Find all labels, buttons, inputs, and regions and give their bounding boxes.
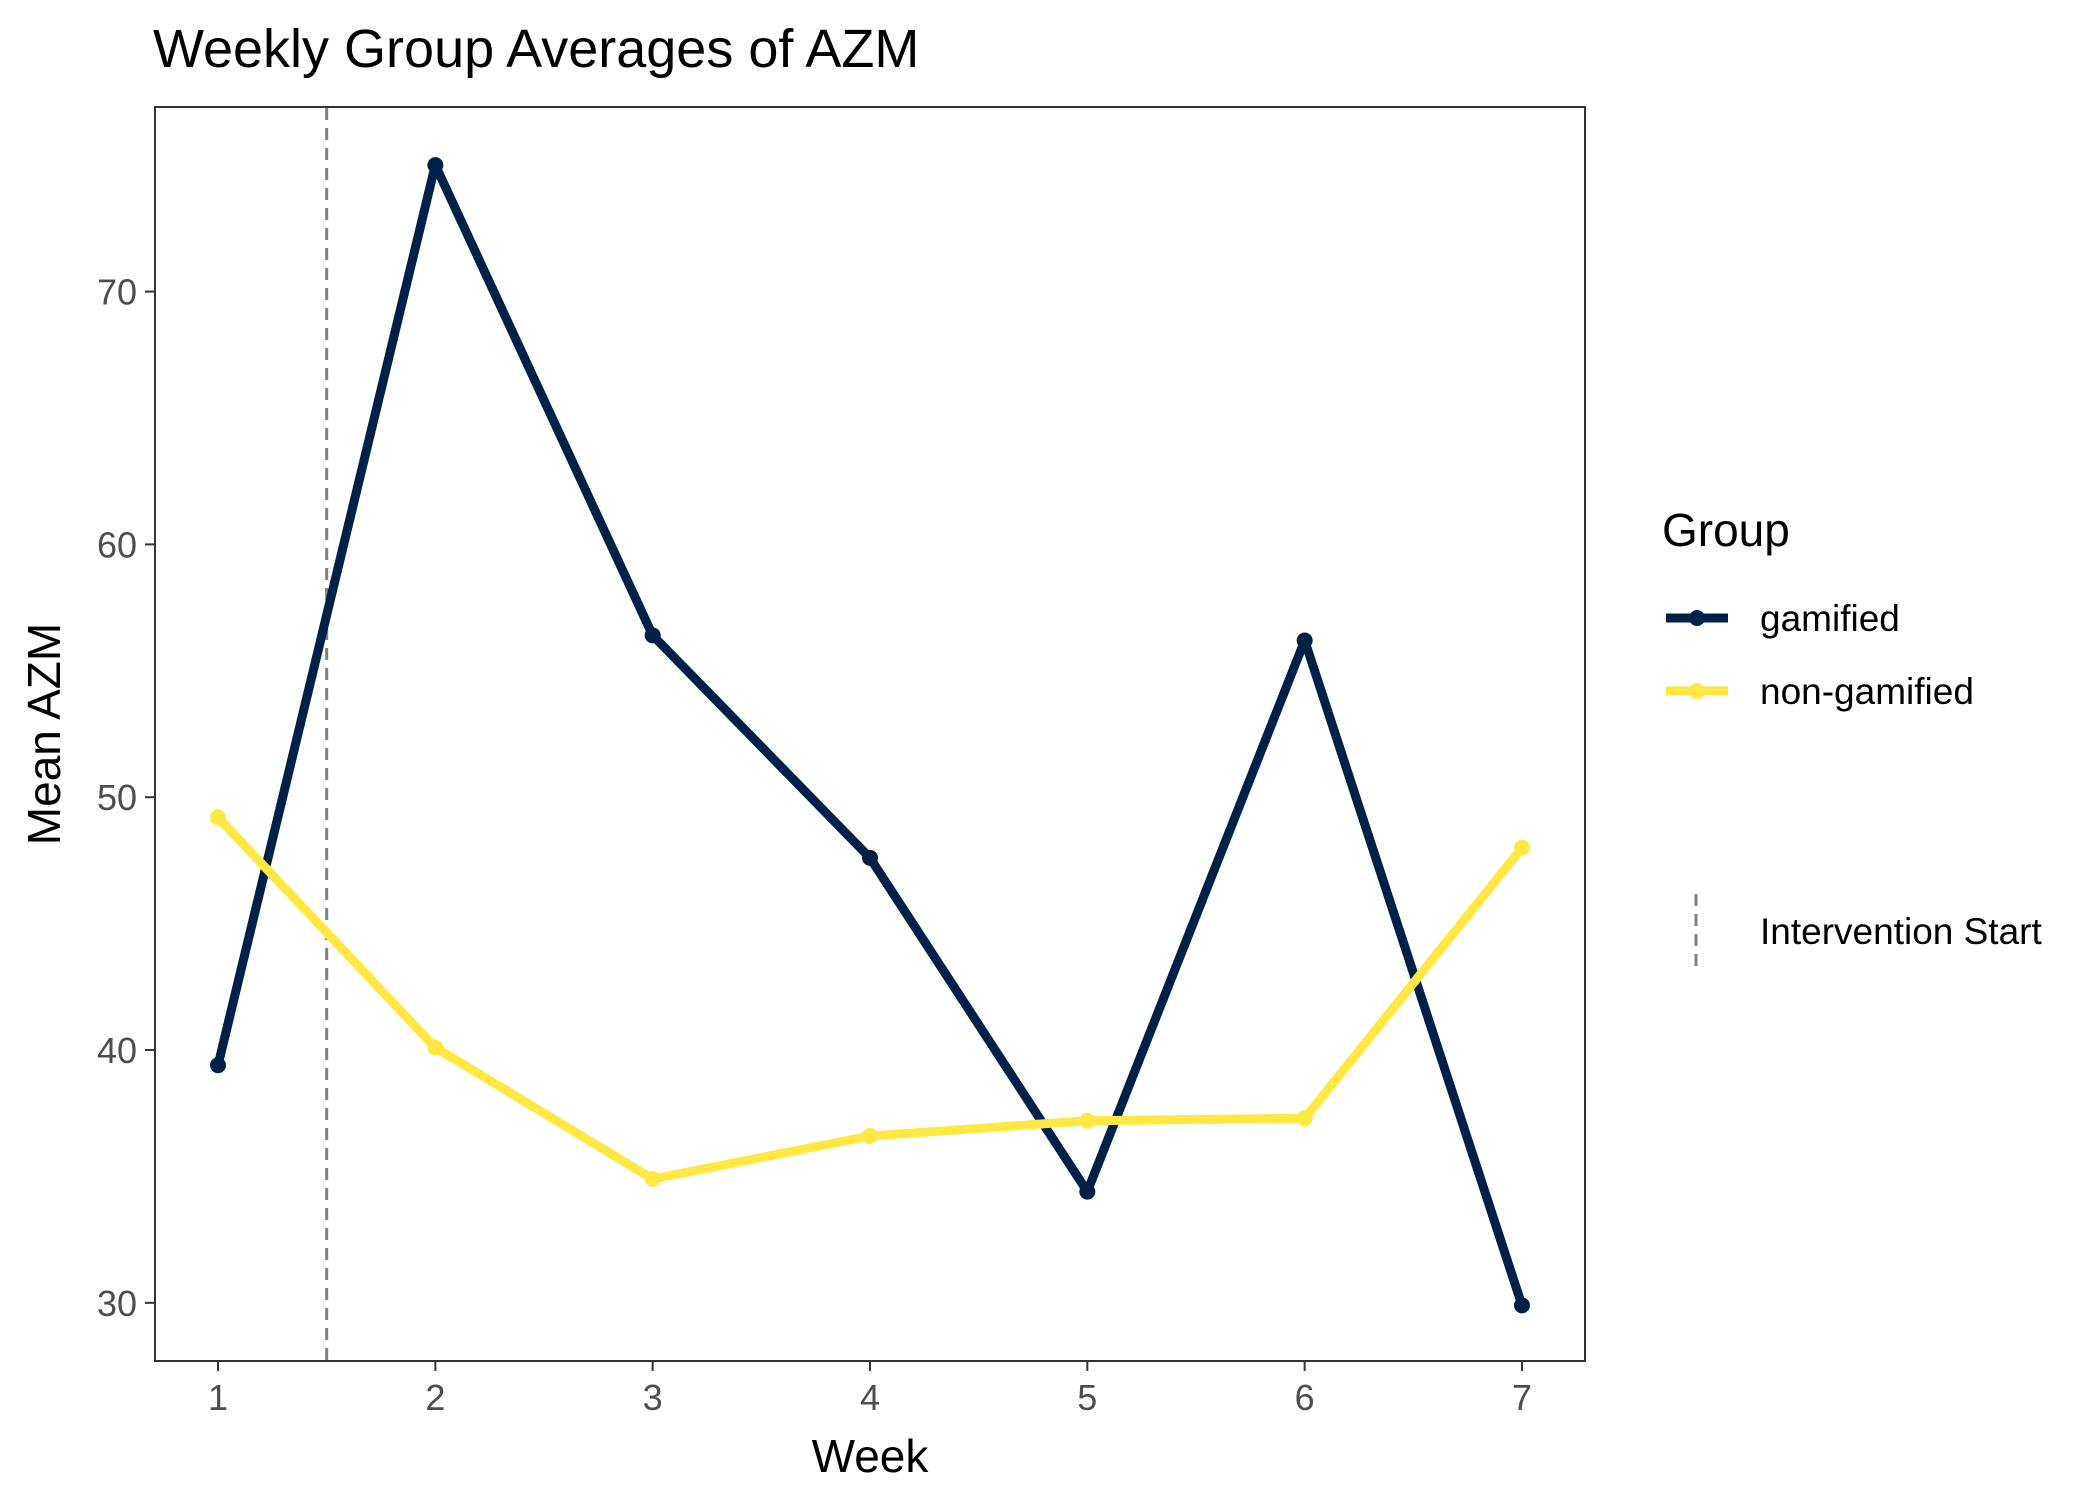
y-tick-label: 70	[97, 272, 137, 313]
x-tick-label: 7	[1512, 1377, 1532, 1418]
legend-key-point	[1689, 610, 1705, 626]
y-tick-label: 30	[97, 1283, 137, 1324]
x-axis: 1 2 3 4 5 6 7	[208, 1361, 1532, 1418]
data-point-non-gamified	[1513, 839, 1530, 856]
x-tick-label: 1	[208, 1377, 228, 1418]
x-tick-label: 3	[643, 1377, 663, 1418]
data-point-gamified	[1079, 1183, 1096, 1200]
x-tick-label: 4	[860, 1377, 880, 1418]
data-point-non-gamified	[1079, 1112, 1096, 1129]
y-tick-label: 60	[97, 524, 137, 565]
y-axis: 30 40 50 60 70	[97, 272, 155, 1324]
legend-item-reference-line: Intervention Start	[1694, 894, 2042, 966]
data-point-gamified	[862, 849, 878, 866]
legend-title: Group	[1662, 504, 1790, 556]
data-point-non-gamified	[427, 1039, 444, 1056]
legend-label: gamified	[1760, 598, 1900, 639]
data-point-non-gamified	[1296, 1110, 1313, 1127]
data-point-gamified	[1296, 632, 1313, 649]
plot-panel-border	[154, 106, 1586, 1362]
legend: Group gamified non-gamified Intervention …	[1662, 504, 2042, 966]
x-tick-label: 5	[1077, 1377, 1097, 1418]
legend-label: non-gamified	[1760, 671, 1974, 712]
x-axis-title: Week	[812, 1430, 930, 1482]
data-point-gamified	[644, 627, 661, 644]
data-point-non-gamified	[862, 1127, 878, 1144]
legend-item-gamified: gamified	[1666, 598, 1900, 639]
data-point-gamified	[1513, 1297, 1530, 1314]
x-tick-label: 2	[425, 1377, 445, 1418]
data-point-non-gamified	[210, 809, 227, 826]
y-tick-label: 40	[97, 1030, 137, 1071]
legend-items: gamified non-gamified	[1666, 598, 1974, 712]
series-gamified	[210, 157, 1530, 1314]
y-tick-label: 50	[97, 777, 137, 818]
chart-title: Weekly Group Averages of AZM	[153, 19, 919, 79]
data-point-gamified	[210, 1057, 227, 1074]
series-non-gamified	[210, 809, 1530, 1187]
y-axis-title: Mean AZM	[18, 623, 70, 845]
x-tick-label: 6	[1295, 1377, 1315, 1418]
legend-label-reference-line: Intervention Start	[1760, 911, 2042, 952]
data-point-non-gamified	[644, 1170, 661, 1187]
data-point-gamified	[427, 157, 444, 174]
series-line-non-gamified	[214, 814, 1526, 1184]
series-layer	[210, 157, 1530, 1314]
legend-item-non-gamified: non-gamified	[1666, 671, 1974, 712]
legend-key-point	[1689, 683, 1705, 699]
